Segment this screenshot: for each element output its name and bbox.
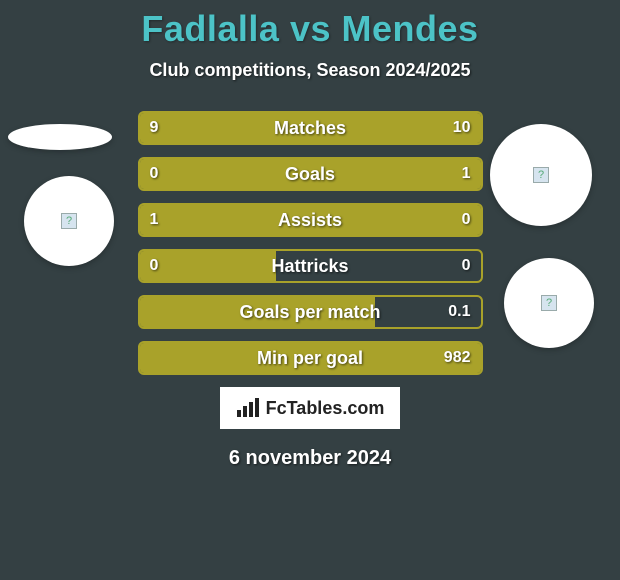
left-player-avatar [24,176,114,266]
stat-fill-right [201,159,481,189]
stat-row: 910Matches [138,111,483,145]
stat-value-right: 0.1 [448,297,470,327]
stat-fill-left [140,251,276,281]
stat-row: 0.1Goals per match [138,295,483,329]
left-ellipse [8,124,112,150]
stat-fill-left [140,343,481,373]
stat-row: 10Assists [138,203,483,237]
bar-chart-icon [236,398,260,418]
stat-fill-right [300,113,481,143]
subtitle: Club competitions, Season 2024/2025 [0,60,620,81]
image-placeholder-icon [61,213,77,229]
stats-compare-card: Fadlalla vs Mendes Club competitions, Se… [0,0,620,580]
brand-text: FcTables.com [266,398,385,419]
title-left-player: Fadlalla [141,8,279,49]
stat-bars: 910Matches 01Goals 10Assists 00Hattricks 0.1… [138,111,483,375]
title-right-player: Mendes [342,8,479,49]
stat-fill-left [140,297,375,327]
brand-box: FcTables.com [220,387,400,429]
stat-value-right: 0 [462,251,471,281]
image-placeholder-icon [533,167,549,183]
stat-row: 01Goals [138,157,483,191]
stat-row: 982Min per goal [138,341,483,375]
stat-fill-left [140,159,201,189]
stat-fill-right [405,205,480,235]
footer-date: 6 november 2024 [0,447,620,470]
right-player-avatar-2 [504,258,594,348]
page-title: Fadlalla vs Mendes [0,8,620,50]
stat-row: 00Hattricks [138,249,483,283]
title-vs: vs [290,8,331,49]
stat-fill-left [140,113,300,143]
image-placeholder-icon [541,295,557,311]
stat-fill-left [140,205,406,235]
right-player-avatar-1 [490,124,592,226]
